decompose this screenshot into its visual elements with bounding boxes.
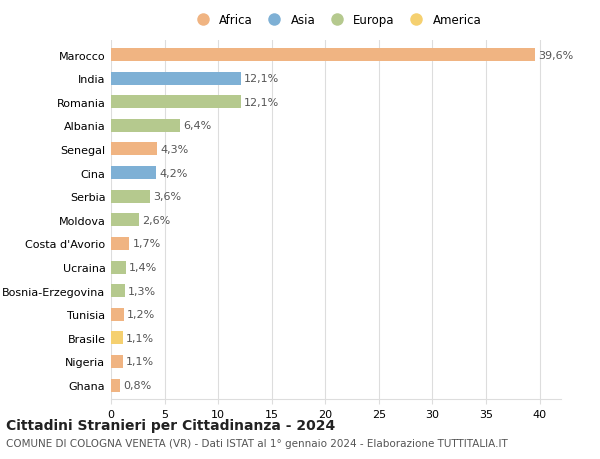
- Bar: [111, 331, 123, 345]
- Legend: Africa, Asia, Europa, America: Africa, Asia, Europa, America: [188, 11, 484, 29]
- Bar: [111, 285, 125, 297]
- Bar: [111, 73, 241, 85]
- Bar: [111, 190, 149, 203]
- Bar: [111, 237, 129, 250]
- Text: 4,2%: 4,2%: [159, 168, 188, 178]
- Bar: [111, 214, 139, 227]
- Bar: [111, 308, 124, 321]
- Text: 1,3%: 1,3%: [128, 286, 156, 296]
- Text: 3,6%: 3,6%: [153, 192, 181, 202]
- Text: 1,4%: 1,4%: [129, 263, 157, 273]
- Bar: [111, 96, 241, 109]
- Text: 0,8%: 0,8%: [123, 380, 151, 390]
- Text: 39,6%: 39,6%: [539, 50, 574, 61]
- Text: 6,4%: 6,4%: [183, 121, 211, 131]
- Text: 4,3%: 4,3%: [160, 145, 188, 155]
- Text: 12,1%: 12,1%: [244, 98, 279, 107]
- Bar: [111, 167, 156, 179]
- Text: COMUNE DI COLOGNA VENETA (VR) - Dati ISTAT al 1° gennaio 2024 - Elaborazione TUT: COMUNE DI COLOGNA VENETA (VR) - Dati IST…: [6, 438, 508, 448]
- Bar: [111, 379, 119, 392]
- Text: 1,1%: 1,1%: [126, 333, 154, 343]
- Bar: [111, 261, 126, 274]
- Bar: [111, 143, 157, 156]
- Text: Cittadini Stranieri per Cittadinanza - 2024: Cittadini Stranieri per Cittadinanza - 2…: [6, 418, 335, 431]
- Bar: [111, 355, 123, 368]
- Bar: [111, 49, 535, 62]
- Text: 1,1%: 1,1%: [126, 357, 154, 367]
- Text: 1,7%: 1,7%: [133, 239, 161, 249]
- Text: 12,1%: 12,1%: [244, 74, 279, 84]
- Text: 1,2%: 1,2%: [127, 309, 155, 319]
- Text: 2,6%: 2,6%: [142, 215, 170, 225]
- Bar: [111, 120, 179, 133]
